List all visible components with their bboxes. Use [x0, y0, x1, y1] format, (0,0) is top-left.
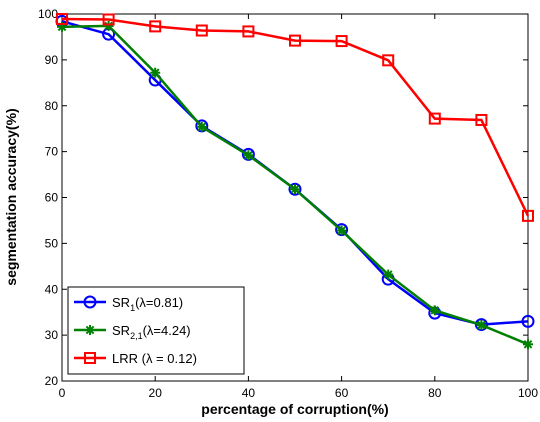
data-point [289, 34, 301, 47]
legend: SR1(λ=0.81) SR2,1(λ=4.24) LRR (λ = 0.12) [67, 286, 245, 375]
legend-marker [85, 325, 95, 335]
data-point [149, 20, 162, 33]
series-line [61, 17, 530, 217]
legend-label: SR1(λ=0.81) [112, 295, 183, 313]
data-point [102, 13, 115, 26]
y-tick-label: 90 [45, 53, 59, 67]
data-point [290, 184, 300, 195]
data-point [56, 13, 68, 26]
data-point [103, 20, 114, 31]
legend-item: LRR (λ = 0.12) [74, 351, 197, 366]
data-point [335, 35, 348, 48]
y-tick-label: 70 [45, 145, 59, 159]
data-point [522, 209, 534, 222]
x-tick-label: 100 [518, 386, 538, 400]
data-point [196, 121, 207, 132]
data-point [243, 150, 254, 161]
x-tick-label: 40 [242, 386, 256, 400]
y-tick-label: 80 [45, 99, 59, 113]
legend-marker [83, 295, 97, 309]
data-point [288, 182, 302, 196]
legend-label: LRR (λ = 0.12) [112, 351, 197, 366]
y-tick-label: 100 [38, 7, 58, 21]
legend-item: SR2,1(λ=4.24) [74, 323, 191, 341]
y-axis-label: segmentation accuracy(%) [3, 108, 19, 285]
data-point [336, 225, 347, 236]
x-tick-label: 60 [335, 386, 349, 400]
y-tick-label: 60 [45, 191, 59, 205]
x-tick-label: 0 [59, 386, 66, 400]
data-point [475, 113, 488, 126]
legend-item: SR1(λ=0.81) [74, 295, 183, 313]
data-point [523, 339, 533, 350]
series-layer [55, 13, 535, 350]
data-point [195, 24, 208, 37]
data-point [428, 112, 441, 125]
legend-marker [84, 352, 96, 364]
x-tick-label: 20 [149, 386, 163, 400]
y-tick-label: 30 [45, 328, 59, 342]
legend-label: SR2,1(λ=4.24) [112, 323, 191, 341]
data-point [476, 320, 487, 331]
y-tick-label: 50 [45, 236, 59, 250]
x-axis-label: percentage of corruption(%) [201, 401, 388, 417]
data-point [383, 269, 394, 280]
series-3 [56, 13, 534, 222]
y-tick-label: 20 [45, 374, 59, 388]
x-tick-label: 80 [428, 386, 442, 400]
y-tick-label: 40 [45, 282, 59, 296]
data-point [521, 314, 535, 328]
data-point [242, 25, 255, 38]
data-point [429, 305, 440, 316]
data-point [150, 67, 161, 78]
data-point [382, 54, 395, 67]
